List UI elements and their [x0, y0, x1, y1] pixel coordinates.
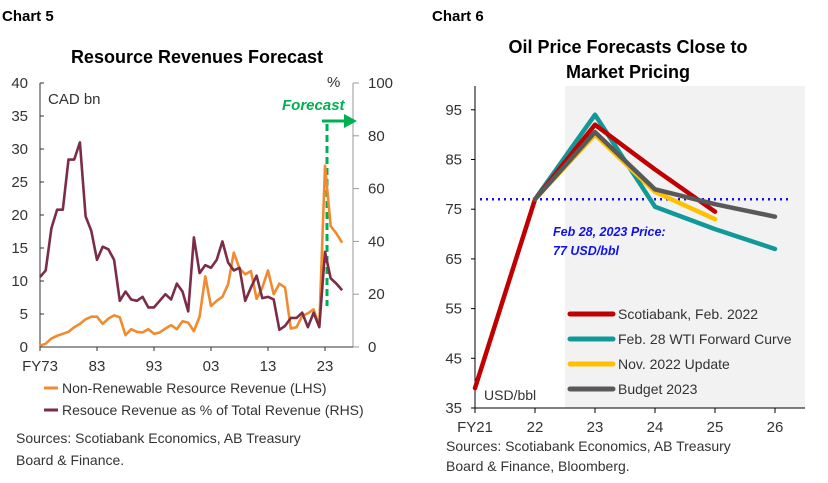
y-tick-label: 55 [445, 301, 462, 318]
y2-tick-label: 100 [368, 75, 393, 92]
left-unit: CAD bn [48, 91, 101, 108]
y-tick-label: 10 [11, 273, 28, 290]
legend-label: Scotiabank, Feb. 2022 [618, 306, 758, 322]
y-tick-label: 45 [445, 350, 462, 367]
y2-tick-label: 80 [368, 128, 385, 145]
source-line-1: Sources: Scotiabank Economics, AB Treasu… [446, 438, 731, 454]
y-tick-label: 75 [445, 201, 462, 218]
chart-5: Chart 5 Resource Revenues Forecast 0 5 10 15 2… [2, 8, 393, 468]
chart-title-line-2: Market Pricing [566, 62, 690, 82]
y-tick-label: 35 [11, 108, 28, 125]
x-tick-label: 22 [527, 419, 544, 436]
chart-label: Chart 6 [432, 8, 484, 25]
x-tick-label: 83 [89, 358, 106, 375]
source-line-2: Board & Finance, Bloomberg. [446, 458, 630, 474]
y-tick-label: 30 [11, 141, 28, 158]
x-tick-label: 03 [203, 358, 220, 375]
source-line-1: Sources: Scotiabank Economics, AB Treasu… [16, 430, 301, 446]
x-tick-label: FY73 [22, 358, 58, 375]
legend-label: Non-Renewable Resource Revenue (LHS) [62, 380, 327, 396]
y-tick-label: 40 [11, 75, 28, 92]
reference-label-1: Feb 28, 2023 Price: [553, 225, 666, 239]
series-line-1 [532, 112, 778, 252]
x-tick-label: 23 [317, 358, 334, 375]
legend-label: Nov. 2022 Update [618, 356, 730, 372]
series-line-3 [532, 129, 778, 219]
legend-label: Feb. 28 WTI Forward Curve [618, 331, 792, 347]
legend-label: Budget 2023 [618, 381, 698, 397]
x-tick-label: 25 [707, 419, 724, 436]
x-tick-label: 93 [146, 358, 163, 375]
y-tick-label: 65 [445, 251, 462, 268]
y2-tick-label: 60 [368, 181, 385, 198]
y-tick-label: 0 [20, 339, 28, 356]
y-tick-label: 15 [11, 240, 28, 257]
right-unit: % [327, 74, 340, 91]
x-tick-label: 23 [587, 419, 604, 436]
y2-tick-label: 20 [368, 286, 385, 303]
chart-6: Chart 6 Oil Price Forecasts Close to Marke… [432, 8, 805, 474]
x-tick-label: 26 [767, 419, 784, 436]
legend-label: Resouce Revenue as % of Total Revenue (R… [62, 402, 364, 418]
x-tick-label: 13 [260, 358, 277, 375]
x-tick-label: FY21 [457, 419, 493, 436]
y-tick-label: 5 [20, 306, 28, 323]
unit-label: USD/bbl [484, 387, 536, 403]
y2-tick-label: 0 [368, 339, 376, 356]
series-line-1 [39, 141, 344, 332]
forecast-arrow-head-icon [344, 114, 357, 128]
reference-label-2: 77 USD/bbl [553, 244, 620, 258]
y-tick-label: 85 [445, 152, 462, 169]
chart-title: Resource Revenues Forecast [71, 47, 323, 67]
chart-label: Chart 5 [2, 8, 54, 25]
series-line-0 [39, 164, 344, 347]
y2-tick-label: 40 [368, 233, 385, 250]
forecast-label: Forecast [282, 97, 346, 114]
y-tick-label: 95 [445, 102, 462, 119]
y-tick-label: 35 [445, 400, 462, 417]
series-line-0 [472, 122, 718, 391]
x-tick-label: 24 [647, 419, 664, 436]
chart-title-line-1: Oil Price Forecasts Close to [508, 37, 747, 57]
y-tick-label: 20 [11, 207, 28, 224]
source-line-2: Board & Finance. [16, 452, 124, 468]
y-tick-label: 25 [11, 174, 28, 191]
